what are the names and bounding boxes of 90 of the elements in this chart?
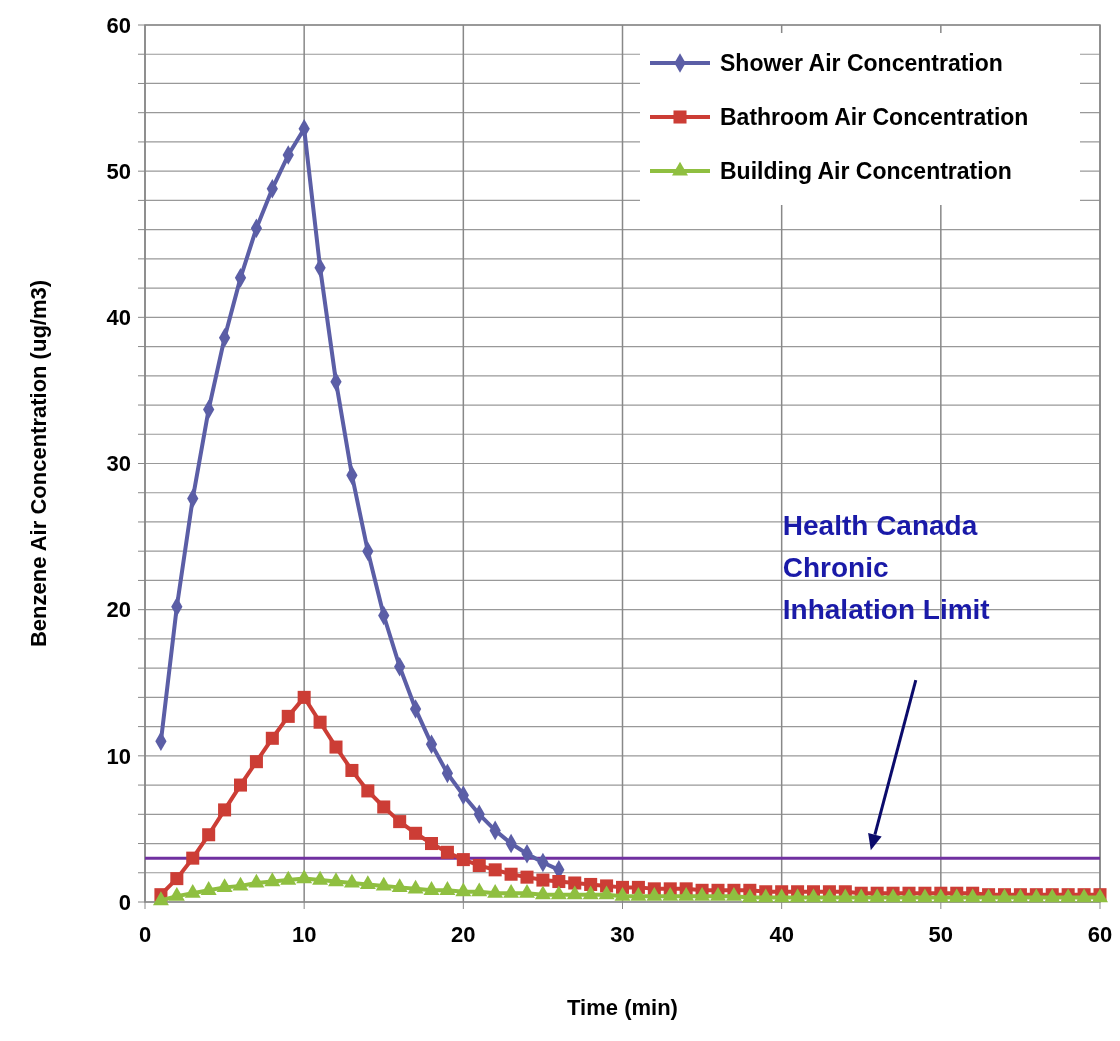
y-tick-label: 40: [106, 305, 131, 331]
point: [265, 731, 279, 745]
point: [202, 828, 216, 842]
point: [773, 888, 790, 903]
point: [757, 888, 774, 903]
point: [520, 870, 534, 884]
point: [407, 879, 424, 894]
point: [472, 858, 486, 872]
legend-label: Building Air Concentration: [720, 158, 1012, 185]
x-tick-label: 20: [451, 922, 476, 947]
point: [552, 875, 566, 889]
x-tick-label: 50: [928, 922, 954, 947]
point: [550, 885, 567, 900]
x-tick-label: 40: [769, 922, 794, 947]
point: [249, 755, 263, 769]
legend-label: Bathroom Air Concentration: [720, 104, 1029, 131]
point: [646, 886, 663, 901]
y-tick-label: 60: [106, 12, 131, 38]
point: [630, 886, 647, 901]
point: [328, 872, 344, 887]
point: [566, 885, 583, 900]
point: [233, 778, 248, 792]
point: [409, 826, 423, 840]
y-axis-title: Benzene Air Concentration (ug/m3): [26, 279, 51, 648]
point: [837, 888, 854, 903]
point: [232, 876, 249, 891]
x-tick-label: 30: [610, 922, 635, 947]
point: [694, 886, 711, 901]
y-tick-label: 0: [118, 889, 131, 915]
point: [345, 763, 359, 777]
x-tick-label: 60: [1087, 922, 1113, 947]
point: [678, 886, 695, 901]
point: [359, 875, 376, 890]
legend-label: Shower Air Concentration: [720, 50, 1003, 77]
point: [312, 870, 329, 885]
point: [297, 690, 311, 704]
point: [375, 876, 392, 891]
point: [391, 878, 408, 892]
x-tick-label: 0: [138, 922, 152, 947]
point: [313, 715, 327, 729]
point: [296, 869, 313, 884]
point: [471, 882, 488, 897]
point: [789, 888, 806, 903]
point: [488, 863, 502, 877]
point: [168, 886, 185, 901]
point: [598, 885, 615, 900]
point: [582, 885, 599, 900]
y-tick-label: 10: [106, 743, 131, 769]
point: [536, 873, 550, 887]
point: [503, 884, 520, 898]
point: [264, 872, 281, 887]
point: [614, 886, 631, 901]
point: [218, 803, 232, 817]
point: [456, 853, 470, 867]
point: [424, 837, 439, 851]
point: [184, 884, 201, 898]
point: [248, 873, 265, 888]
point: [440, 845, 454, 859]
point: [377, 800, 391, 814]
point: [568, 876, 582, 890]
point: [519, 884, 535, 898]
point: [186, 851, 200, 865]
point: [455, 882, 472, 897]
point: [280, 870, 297, 885]
point: [487, 884, 504, 898]
point: [662, 886, 679, 901]
point: [343, 873, 360, 888]
y-tick-label: 50: [106, 158, 131, 184]
point: [393, 815, 407, 829]
x-axis-title: Time (min): [567, 995, 678, 1020]
point: [710, 886, 726, 901]
point: [152, 891, 169, 906]
point: [423, 881, 440, 895]
point: [200, 881, 217, 895]
y-tick-label: 30: [106, 451, 131, 477]
point: [170, 872, 184, 886]
annotation: Health Canada Chronic Inhalation Limit: [782, 510, 990, 626]
point: [439, 881, 456, 895]
point: [805, 888, 822, 903]
point: [361, 784, 375, 798]
point: [821, 888, 838, 903]
point: [725, 886, 742, 901]
point: [281, 709, 295, 723]
point: [534, 885, 551, 900]
x-tick-label: 10: [291, 922, 317, 947]
point: [216, 878, 233, 892]
point: [329, 740, 343, 754]
y-tick-label: 20: [106, 597, 131, 623]
point: [504, 867, 518, 881]
point: [741, 888, 758, 903]
